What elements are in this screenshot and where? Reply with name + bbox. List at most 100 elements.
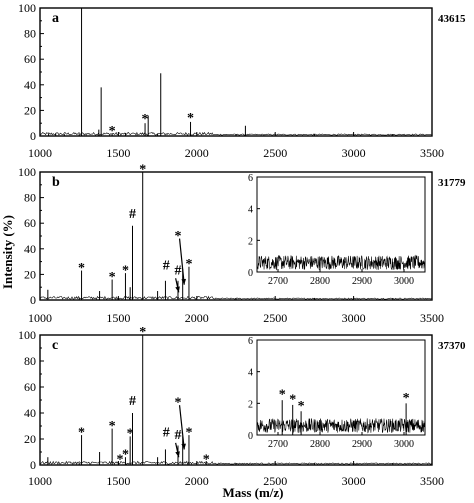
baseline-noise (39, 295, 432, 301)
hash-annotation: # (174, 428, 181, 443)
x-tick-label: 3500 (420, 146, 444, 160)
panel-label: a (52, 11, 59, 26)
x-tick-label: 1000 (28, 146, 52, 160)
asterisk-annotation: * (109, 419, 116, 434)
inset-y-tick-label: 4 (248, 368, 253, 379)
inset-b: 0 2 4 6 2700 2800 2900 3000 (248, 173, 426, 287)
asterisk-annotation: * (185, 425, 192, 440)
x-tick-label: 3000 (342, 474, 366, 488)
inset-noise (256, 254, 425, 271)
hash-annotation: # (129, 207, 136, 222)
x-tick-label: 1000 (28, 311, 52, 325)
y-axis-title: Intensity (%) (0, 215, 15, 289)
x-tick-label: 2000 (185, 311, 209, 325)
y-tick-label: 100 (18, 328, 36, 342)
asterisk-annotation: * (78, 261, 85, 276)
inset-x-tick-label: 3000 (394, 276, 414, 287)
inset-x-tick-label: 2800 (310, 276, 330, 287)
asterisk-annotation: * (127, 427, 134, 442)
panel-label: c (52, 338, 58, 353)
y-tick-label: 0 (30, 129, 36, 143)
y-tick-label: 60 (24, 52, 36, 66)
inset-y-tick-label: 6 (248, 173, 253, 184)
panel-frame (39, 7, 433, 137)
x-tick-label: 2500 (263, 474, 287, 488)
hash-annotation: # (163, 425, 170, 440)
asterisk-annotation: * (122, 263, 129, 278)
y-tick-label: 20 (24, 267, 36, 281)
y-tick-label: 40 (24, 406, 36, 420)
asterisk-annotation: * (142, 112, 149, 127)
hash-annotation: # (129, 394, 136, 409)
inset-x-tick-label: 2800 (310, 439, 330, 450)
arrow-head (181, 443, 186, 450)
asterisk-annotation: * (109, 124, 116, 139)
asterisk-annotation: * (174, 395, 181, 410)
inset-asterisk-annotation: * (298, 399, 305, 414)
panel-a: 0 20 40 60 80 100 1000 1500 2000 2500 3000 3500 * * * a… (18, 1, 466, 160)
x-tick-label: 2000 (185, 146, 209, 160)
inset-y-tick-label: 6 (248, 336, 253, 347)
arrow-line (178, 238, 185, 285)
x-tick-label: 1500 (106, 146, 130, 160)
inset-noise (256, 418, 425, 434)
hash-annotation: # (174, 263, 181, 278)
inset-asterisk-annotation: * (279, 388, 286, 403)
inset-frame (256, 339, 426, 436)
y-tick-label: 100 (18, 165, 36, 179)
total-count-label: 37370 (438, 340, 466, 352)
x-axis-title: Mass (m/z) (222, 485, 283, 500)
y-tick-label: 0 (30, 293, 36, 307)
inset-asterisk-annotation: * (403, 391, 410, 406)
asterisk-annotation: * (109, 270, 116, 285)
x-tick-label: 1000 (28, 474, 52, 488)
inset-asterisk-annotation: * (289, 392, 296, 407)
asterisk-annotation: * (122, 447, 129, 462)
inset-y-tick-label: 4 (248, 205, 253, 216)
total-count-label: 43615 (438, 13, 466, 25)
baseline-noise (39, 131, 432, 136)
y-tick-label: 20 (24, 432, 36, 446)
inset-y-tick-label: 2 (248, 236, 253, 247)
inset-x-tick-label: 2900 (352, 439, 372, 450)
asterisk-annotation: * (203, 453, 210, 468)
y-tick-label: 40 (24, 78, 36, 92)
x-tick-label: 2000 (185, 474, 209, 488)
inset-x-tick-label: 2900 (352, 276, 372, 287)
inset-y-tick-label: 0 (248, 431, 253, 442)
y-tick-label: 60 (24, 216, 36, 230)
y-tick-label: 60 (24, 380, 36, 394)
x-tick-label: 1500 (106, 311, 130, 325)
x-tick-label: 3000 (342, 311, 366, 325)
x-tick-label: 2500 (263, 311, 287, 325)
x-tick-label: 2500 (263, 146, 287, 160)
inset-x-tick-label: 2700 (268, 439, 288, 450)
inset-frame (256, 176, 426, 273)
asterisk-annotation: * (139, 162, 146, 177)
y-tick-label: 100 (18, 1, 36, 15)
y-tick-label: 80 (24, 191, 36, 205)
y-tick-label: 40 (24, 242, 36, 256)
y-tick-label: 20 (24, 103, 36, 117)
inset-x-tick-label: 2700 (268, 276, 288, 287)
x-tick-label: 3500 (420, 474, 444, 488)
arrow-head (175, 286, 180, 293)
asterisk-annotation: * (187, 111, 194, 126)
asterisk-annotation: * (174, 229, 181, 244)
asterisk-annotation: * (78, 425, 85, 440)
baseline-noise (39, 460, 432, 466)
inset-y-tick-label: 2 (248, 399, 253, 410)
x-tick-label: 3500 (420, 311, 444, 325)
y-tick-label: 0 (30, 458, 36, 472)
panel-label: b (52, 175, 60, 190)
inset-y-tick-label: 0 (248, 268, 253, 279)
asterisk-annotation: * (116, 453, 123, 468)
inset-x-tick-label: 3000 (394, 439, 414, 450)
asterisk-annotation: * (139, 325, 146, 340)
y-tick-label: 80 (24, 27, 36, 41)
y-tick-label: 80 (24, 354, 36, 368)
